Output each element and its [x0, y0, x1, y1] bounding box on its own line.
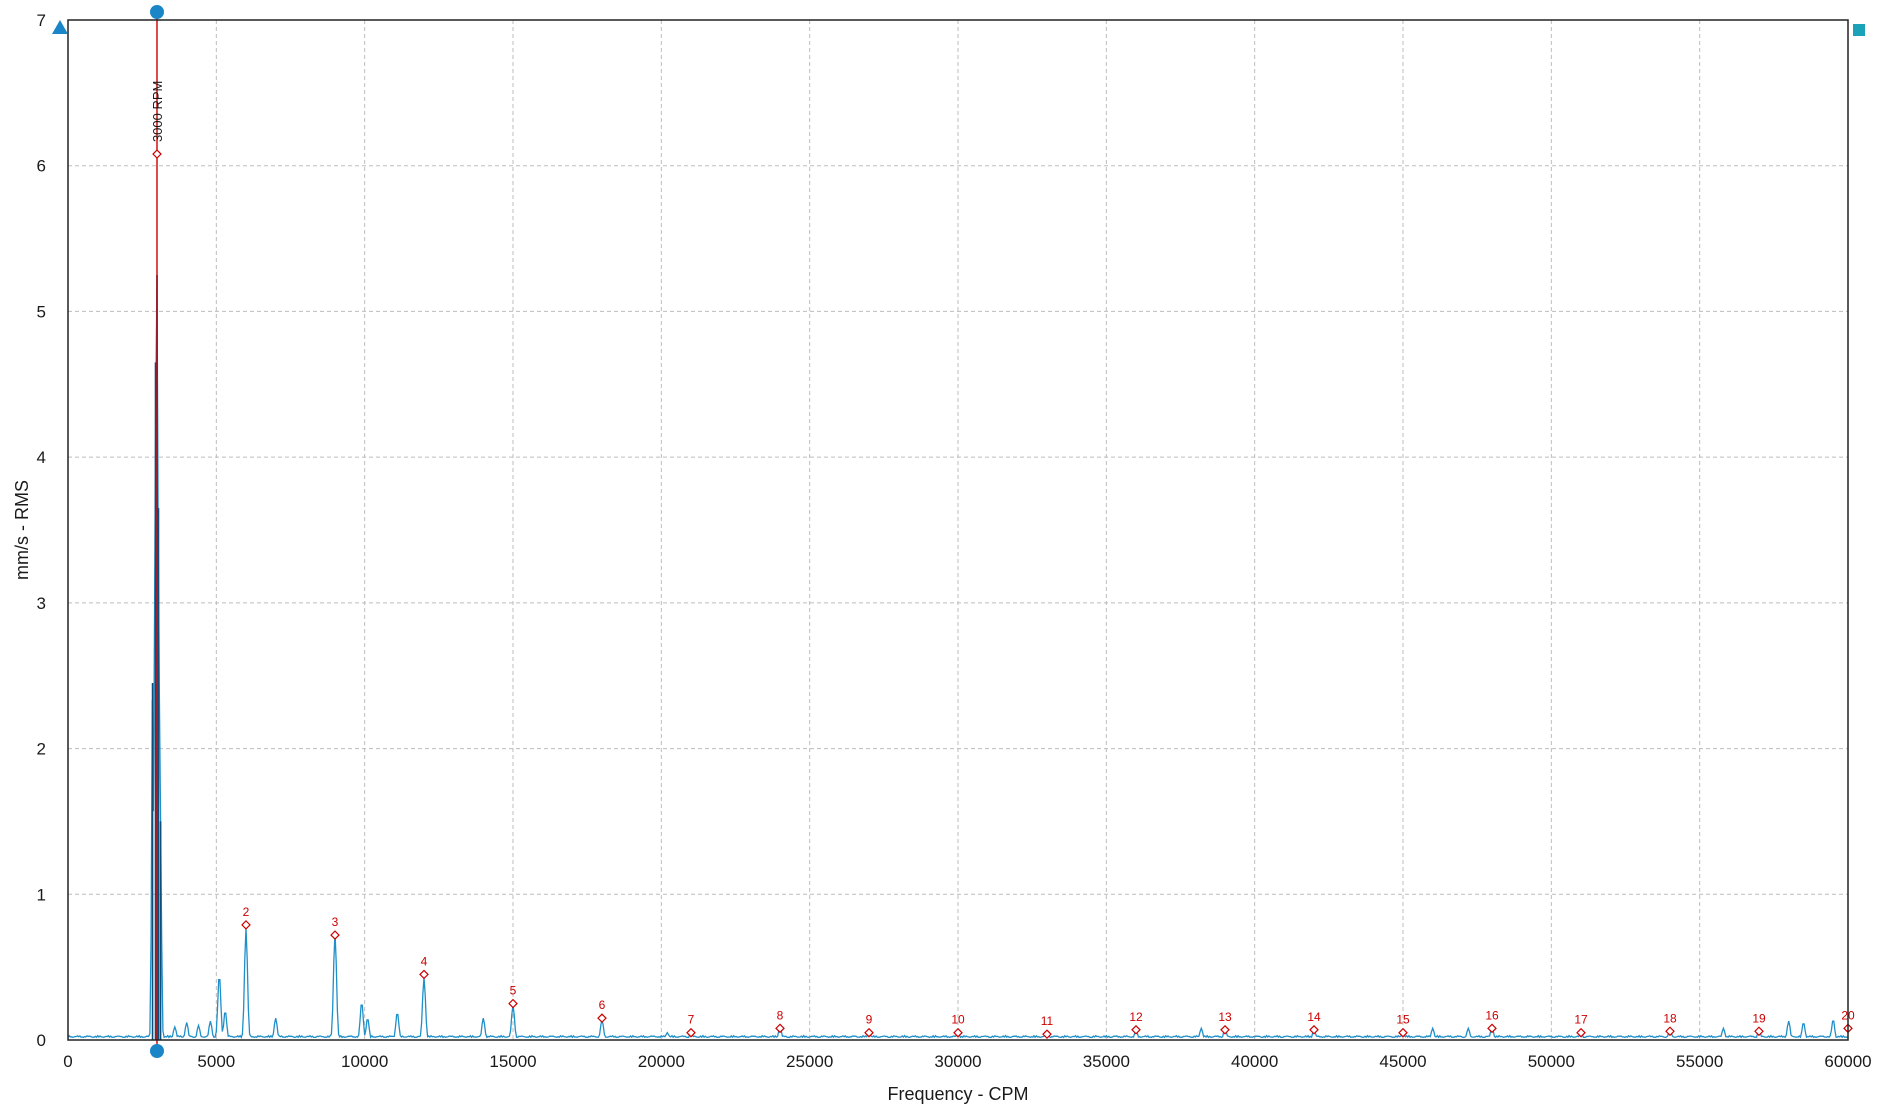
harmonic-marker [1042, 1029, 1052, 1040]
running-speed-label: 3000 RPM [150, 81, 165, 142]
x-tick-label: 55000 [1676, 1052, 1723, 1071]
harmonic-marker [597, 1013, 607, 1023]
left-band-marker-triangle-icon[interactable] [52, 20, 68, 34]
cursor-bottom-handle-icon[interactable] [150, 1044, 164, 1058]
harmonic-label: 19 [1752, 1011, 1766, 1025]
harmonic-marker [1576, 1027, 1586, 1038]
harmonic-marker [775, 1023, 785, 1034]
grid-lines [68, 20, 1848, 1040]
harmonic-label: 4 [421, 954, 428, 968]
harmonic-marker [864, 1027, 874, 1038]
harmonic-label: 3 [332, 915, 339, 929]
x-tick-label: 45000 [1379, 1052, 1426, 1071]
x-tick-label: 15000 [489, 1052, 536, 1071]
harmonic-marker [1487, 1023, 1497, 1034]
y-axis-label: mm/s - RMS [12, 480, 32, 580]
x-tick-label: 30000 [934, 1052, 981, 1071]
harmonic-label: 12 [1129, 1010, 1143, 1024]
y-tick-label: 0 [37, 1031, 46, 1050]
x-tick-label: 5000 [197, 1052, 235, 1071]
running-speed-cursor-group[interactable]: 3000 RPM [150, 5, 165, 1058]
y-tick-label: 1 [37, 885, 46, 904]
harmonic-label: 7 [688, 1013, 695, 1027]
harmonic-marker [1309, 1024, 1319, 1035]
y-tick-label: 3 [37, 594, 46, 613]
y-tick-label: 5 [37, 302, 46, 321]
harmonic-label: 6 [599, 998, 606, 1012]
x-tick-label: 50000 [1528, 1052, 1575, 1071]
x-tick-label: 0 [63, 1052, 72, 1071]
harmonic-label: 11 [1041, 1014, 1054, 1028]
y-tick-label: 6 [37, 157, 46, 176]
harmonic-label: 5 [510, 984, 517, 998]
harmonic-marker [419, 969, 429, 980]
harmonic-marker [1220, 1024, 1230, 1035]
harmonic-label: 9 [866, 1013, 873, 1027]
plot-frame [67, 19, 1849, 1041]
harmonic-label: 16 [1485, 1008, 1499, 1022]
harmonic-label: 14 [1307, 1010, 1321, 1024]
x-tick-label: 10000 [341, 1052, 388, 1071]
harmonic-marker [330, 930, 340, 940]
x-tick-label: 25000 [786, 1052, 833, 1071]
y-tick-label: 4 [37, 448, 46, 467]
y-tick-label: 2 [37, 740, 46, 759]
x-tick-label: 40000 [1231, 1052, 1278, 1071]
harmonic-marker [1665, 1026, 1675, 1037]
harmonic-label: 15 [1396, 1013, 1410, 1027]
right-band-marker-square-icon[interactable] [1853, 24, 1865, 36]
harmonic-marker [1754, 1026, 1764, 1037]
harmonic-marker [508, 998, 518, 1009]
harmonic-marker [953, 1027, 963, 1038]
harmonic-label: 13 [1218, 1010, 1232, 1024]
axis-ticks: 0 5000 10000 15000 20000 25000 30000 35000 40000… [37, 11, 1872, 1071]
cursor-top-handle-icon[interactable] [150, 5, 164, 19]
harmonic-label: 8 [777, 1008, 784, 1022]
x-tick-label: 60000 [1824, 1052, 1871, 1071]
harmonic-label: 17 [1574, 1013, 1588, 1027]
harmonic-label: 18 [1663, 1011, 1677, 1025]
harmonic-label: 2 [243, 905, 250, 919]
harmonic-label: 10 [951, 1013, 965, 1027]
x-tick-label: 20000 [638, 1052, 685, 1071]
x-tick-label: 35000 [1083, 1052, 1130, 1071]
harmonic-marker [241, 920, 251, 930]
harmonic-marker [686, 1027, 696, 1038]
harmonic-marker [1398, 1027, 1408, 1038]
running-speed-marker [152, 149, 162, 159]
x-axis-label: Frequency - CPM [887, 1084, 1028, 1104]
y-tick-label: 7 [37, 11, 46, 30]
harmonic-marker [1131, 1024, 1141, 1035]
